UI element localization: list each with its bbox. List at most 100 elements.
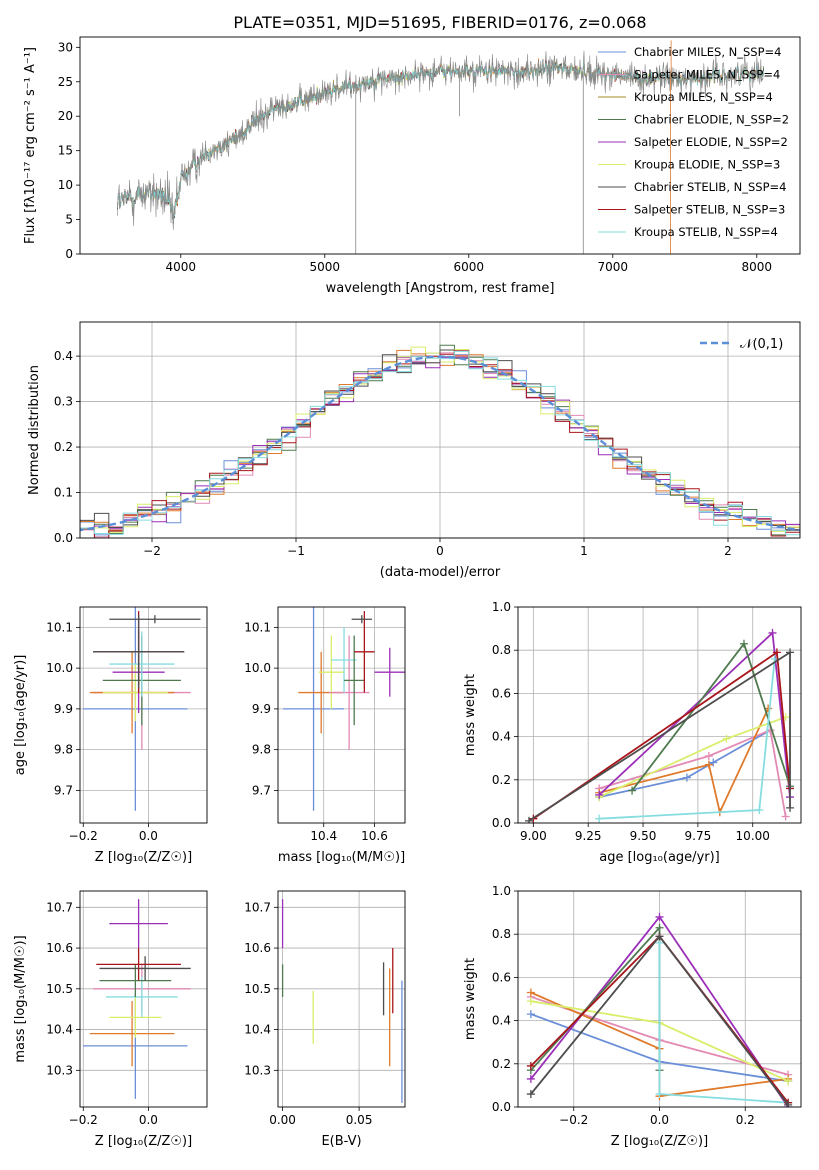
panel-spectrum: 4000 5000 6000 7000 8000 0 5 10 15 20 25 30 waveleng… bbox=[23, 36, 801, 296]
x-tick-label: 0.0 bbox=[139, 1113, 158, 1127]
x-tick-label: 10.00 bbox=[736, 829, 770, 843]
y-tick-label: 9.8 bbox=[54, 743, 73, 757]
legend-entry: Chabrier STELIB, N_SSP=4 bbox=[634, 180, 786, 194]
weight-line bbox=[598, 728, 787, 817]
weight-marker bbox=[595, 790, 604, 799]
plot-area-age_vs_mass bbox=[283, 607, 405, 811]
x-tick-label: 7000 bbox=[598, 260, 629, 274]
x-axis-label: (data-model)/error bbox=[380, 565, 501, 580]
y-tick-label: 30 bbox=[58, 40, 73, 54]
y-axis-label: Normed distribution bbox=[27, 365, 42, 495]
y-tick-label: 10.7 bbox=[244, 900, 271, 914]
x-tick-label: 5000 bbox=[310, 260, 341, 274]
weight-marker bbox=[526, 1061, 535, 1070]
y-tick-label: 0.6 bbox=[492, 970, 511, 984]
x-axis-label: Z [log₁₀(Z/Z☉)] bbox=[95, 1134, 192, 1149]
panel-mass_vs_ebv: 0.00 0.05 10.3 10.4 10.5 10.6 10.7 E(B-V) bbox=[244, 890, 406, 1149]
y-tick-label: 10.1 bbox=[46, 620, 73, 634]
y-tick-label: 0.4 bbox=[492, 1014, 511, 1028]
y-tick-label: 0 bbox=[65, 247, 73, 261]
y-tick-label: 1.0 bbox=[492, 884, 511, 898]
x-tick-label: −0.2 bbox=[559, 1113, 588, 1127]
y-tick-label: 10.6 bbox=[244, 941, 271, 955]
y-tick-label: 10.6 bbox=[46, 941, 73, 955]
y-tick-label: 0.8 bbox=[492, 927, 511, 941]
x-tick-label: 2 bbox=[724, 544, 732, 558]
x-tick-label: 9.00 bbox=[520, 829, 547, 843]
weight-marker bbox=[526, 997, 535, 1006]
x-tick-label: 0.05 bbox=[346, 1113, 373, 1127]
x-axis-label: Z [log₁₀(Z/Z☉)] bbox=[611, 1134, 708, 1149]
spectrum-line bbox=[117, 50, 764, 230]
plot-area-spectrum bbox=[117, 40, 765, 254]
weight-marker bbox=[704, 760, 713, 769]
axes-frame bbox=[277, 606, 406, 824]
y-tick-label: 10.7 bbox=[46, 900, 73, 914]
histogram-step bbox=[80, 350, 800, 538]
y-tick-label: 10.3 bbox=[244, 1063, 271, 1077]
legend-entry: Kroupa MILES, N_SSP=4 bbox=[634, 90, 773, 104]
axes-frame bbox=[277, 890, 406, 1108]
y-tick-label: 10.0 bbox=[244, 661, 271, 675]
y-tick-label: 9.7 bbox=[252, 783, 271, 797]
plot-area-mass_vs_ebv bbox=[281, 899, 403, 1103]
x-tick-label: 4000 bbox=[166, 260, 197, 274]
y-tick-label: 9.8 bbox=[252, 743, 271, 757]
x-tick-label: 9.75 bbox=[685, 829, 712, 843]
x-tick-label: 10.6 bbox=[361, 829, 388, 843]
weight-line bbox=[598, 708, 769, 815]
weight-marker bbox=[772, 648, 781, 657]
y-tick-label: 9.9 bbox=[54, 702, 73, 716]
y-tick-label: 0.8 bbox=[492, 643, 511, 657]
y-tick-label: 0.1 bbox=[54, 486, 73, 500]
weight-line bbox=[631, 641, 791, 792]
legend-entry: Salpeter STELIB, N_SSP=3 bbox=[634, 203, 785, 217]
plot-area-weight_vs_Z bbox=[526, 912, 793, 1107]
legend-entry: Salpeter MILES, N_SSP=4 bbox=[634, 68, 780, 82]
axes-frame bbox=[79, 606, 208, 824]
weight-marker bbox=[784, 1100, 793, 1107]
x-axis-label: E(B-V) bbox=[321, 1134, 361, 1149]
panel-residuals: −2 −1 0 1 2 0.0 0.1 0.2 0.3 0.4 (data-model)/error… bbox=[27, 321, 801, 580]
x-tick-label: 0.00 bbox=[269, 1113, 296, 1127]
x-tick-label: 0.0 bbox=[650, 1113, 669, 1127]
weight-line bbox=[599, 729, 771, 798]
x-tick-label: −2 bbox=[143, 544, 161, 558]
plot-area-weight_vs_age bbox=[524, 628, 795, 823]
weight-marker bbox=[704, 752, 713, 761]
weight-marker bbox=[768, 628, 777, 637]
weight-marker bbox=[526, 988, 535, 997]
normal-curve bbox=[80, 355, 800, 532]
y-tick-label: 0.0 bbox=[54, 531, 73, 545]
axes-frame bbox=[79, 321, 801, 539]
panel-mass_vs_Z: −0.2 0.0 10.3 10.4 10.5 10.6 10.7 Z [log₁₀(Z/Z☉… bbox=[13, 890, 208, 1149]
y-tick-label: 0.4 bbox=[492, 730, 511, 744]
x-tick-label: 10.4 bbox=[310, 829, 337, 843]
axes-frame bbox=[517, 606, 802, 824]
x-tick-label: 1 bbox=[580, 544, 588, 558]
y-tick-label: 15 bbox=[58, 144, 73, 158]
axes-frame bbox=[79, 36, 801, 255]
x-tick-label: −1 bbox=[287, 544, 305, 558]
plot-area-residuals bbox=[80, 344, 800, 538]
weight-marker bbox=[781, 812, 790, 821]
legend-entry: Chabrier ELODIE, N_SSP=2 bbox=[634, 113, 789, 127]
y-tick-label: 10.3 bbox=[46, 1063, 73, 1077]
plot-area-mass_vs_Z bbox=[83, 899, 191, 1099]
legend-entry: Chabrier MILES, N_SSP=4 bbox=[634, 45, 781, 59]
x-tick-label: 9.50 bbox=[630, 829, 657, 843]
weight-marker bbox=[655, 1090, 664, 1099]
y-axis-label: age [log₁₀(age/yr)] bbox=[13, 655, 28, 776]
weight-marker bbox=[526, 1090, 535, 1099]
y-tick-label: 10.1 bbox=[244, 620, 271, 634]
x-tick-label: 9.25 bbox=[575, 829, 602, 843]
x-tick-label: −0.2 bbox=[69, 1113, 98, 1127]
figure-title: PLATE=0351, MJD=51695, FIBERID=0176, z=0… bbox=[233, 13, 646, 32]
weight-marker bbox=[786, 648, 795, 657]
y-tick-label: 20 bbox=[58, 109, 73, 123]
x-tick-label: 0 bbox=[436, 544, 444, 558]
x-tick-label: 8000 bbox=[742, 260, 773, 274]
axes-frame bbox=[79, 890, 208, 1108]
y-tick-label: 9.7 bbox=[54, 783, 73, 797]
